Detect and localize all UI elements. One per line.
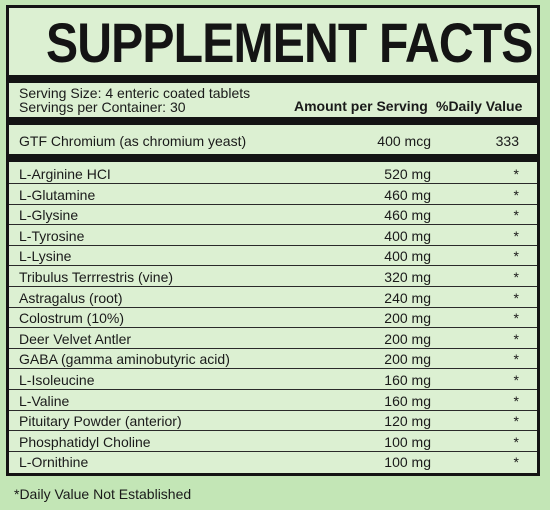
ingredient-daily-value: * xyxy=(513,330,519,347)
row-separator xyxy=(9,244,537,246)
ingredient-row: Astragalus (root) 240 mg * xyxy=(9,288,537,308)
panel-title: SUPPLEMENT FACTS xyxy=(45,11,533,74)
row-separator xyxy=(9,224,537,226)
ingredient-row: L-Glysine 460 mg * xyxy=(9,205,537,226)
ingredient-daily-value: * xyxy=(513,372,519,388)
row-separator xyxy=(9,203,537,205)
ingredient-name: L-Tyrosine xyxy=(19,227,85,244)
ingredient-row: Phosphatidyl Choline 100 mg * xyxy=(9,432,537,452)
ingredient-amount: 320 mg xyxy=(384,269,431,285)
header-rule xyxy=(9,117,537,125)
ingredient-amount: 100 mg xyxy=(384,454,431,471)
ingredient-name: L-Arginine HCI xyxy=(19,166,111,182)
servings-per-container: Servings per Container: 30 xyxy=(19,99,186,115)
ingredient-amount: 120 mg xyxy=(384,413,431,430)
row-separator xyxy=(9,368,537,370)
ingredient-amount: 100 mg xyxy=(384,433,431,450)
supplement-facts-panel: SUPPLEMENT FACTS Serving Size: 4 enteric… xyxy=(6,5,540,476)
ingredient-name: L-Glysine xyxy=(19,207,79,224)
ingredient-daily-value: * xyxy=(513,269,519,285)
ingredient-name: Deer Velvet Antler xyxy=(19,330,132,347)
featured-ingredient-row: GTF Chromium (as chromium yeast) 400 mcg… xyxy=(9,131,537,151)
ingredient-name: Phosphatidyl Choline xyxy=(19,433,151,450)
ingredient-name: Colostrum (10%) xyxy=(19,310,125,327)
ingredient-row: L-Ornithine 100 mg * xyxy=(9,452,537,472)
ingredient-row: L-Tyrosine 400 mg * xyxy=(9,226,537,246)
ingredient-name: L-Glutamine xyxy=(19,186,96,203)
featured-rule xyxy=(9,154,537,162)
ingredient-daily-value: * xyxy=(513,289,519,306)
ingredient-daily-value: * xyxy=(513,310,519,327)
ingredient-daily-value: * xyxy=(513,454,519,471)
ingredient-name: Pituitary Powder (anterior) xyxy=(19,413,182,430)
ingredient-daily-value: * xyxy=(513,227,519,244)
ingredient-daily-value: * xyxy=(513,166,519,182)
serving-size: Serving Size: 4 enteric coated tablets xyxy=(19,85,251,101)
ingredient-row: Deer Velvet Antler 200 mg * xyxy=(9,329,537,349)
row-separator xyxy=(9,327,537,329)
ingredient-row: Colostrum (10%) 200 mg * xyxy=(9,308,537,329)
ingredient-row: Pituitary Powder (anterior) 120 mg * xyxy=(9,411,537,432)
ingredient-amount: 200 mg xyxy=(384,351,431,368)
ingredient-amount: 160 mg xyxy=(384,392,431,409)
row-separator xyxy=(9,347,537,349)
ingredient-row: L-Lysine 400 mg * xyxy=(9,246,537,267)
bottom-rule xyxy=(9,474,537,476)
ingredient-daily-value: * xyxy=(513,248,519,265)
ingredient-name: Tribulus Terrrestris (vine) xyxy=(19,269,174,285)
row-separator xyxy=(9,286,537,287)
ingredient-name: L-Valine xyxy=(19,392,70,409)
ingredient-daily-value: * xyxy=(513,186,519,203)
ingredient-daily-value: * xyxy=(513,207,519,224)
footnote: *Daily Value Not Established xyxy=(14,486,192,502)
ingredient-amount: 460 mg xyxy=(384,207,431,224)
ingredient-amount: 160 mg xyxy=(384,372,431,388)
row-separator xyxy=(9,265,537,267)
amount-column-header: Amount per Serving xyxy=(294,98,428,114)
ingredient-row: Tribulus Terrrestris (vine) 320 mg * xyxy=(9,267,537,287)
ingredient-name: L-Isoleucine xyxy=(19,372,95,388)
ingredient-name: L-Ornithine xyxy=(19,454,89,471)
ingredient-row: L-Glutamine 460 mg * xyxy=(9,185,537,205)
ingredient-amount: 200 mg xyxy=(384,330,431,347)
ingredient-amount: 240 mg xyxy=(384,289,431,306)
title-rule xyxy=(9,75,537,83)
row-separator xyxy=(9,450,537,452)
row-separator xyxy=(9,389,537,390)
ingredient-daily-value: * xyxy=(513,413,519,430)
row-separator xyxy=(9,430,537,432)
ingredient-name: GABA (gamma aminobutyric acid) xyxy=(19,351,230,368)
ingredient-amount: 520 mg xyxy=(384,166,431,182)
ingredient-daily-value: * xyxy=(513,392,519,409)
row-separator xyxy=(9,306,537,308)
ingredient-daily-value: 333 xyxy=(495,133,519,149)
ingredient-daily-value: * xyxy=(513,433,519,450)
ingredient-row: L-Valine 160 mg * xyxy=(9,391,537,411)
row-separator xyxy=(9,183,537,184)
ingredient-amount: 400 mcg xyxy=(377,133,431,149)
daily-value-column-header: %Daily Value xyxy=(436,98,523,114)
row-separator xyxy=(9,409,537,411)
ingredient-amount: 200 mg xyxy=(384,310,431,327)
ingredient-row: L-Isoleucine 160 mg * xyxy=(9,370,537,390)
ingredient-amount: 400 mg xyxy=(384,248,431,265)
ingredient-daily-value: * xyxy=(513,351,519,368)
ingredient-row: GABA (gamma aminobutyric acid) 200 mg * xyxy=(9,349,537,370)
ingredient-name: L-Lysine xyxy=(19,248,72,265)
ingredient-amount: 400 mg xyxy=(384,227,431,244)
ingredient-name: Astragalus (root) xyxy=(19,289,123,306)
ingredient-name: GTF Chromium (as chromium yeast) xyxy=(19,133,247,149)
ingredient-amount: 460 mg xyxy=(384,186,431,203)
ingredient-row: L-Arginine HCI 520 mg * xyxy=(9,164,537,184)
